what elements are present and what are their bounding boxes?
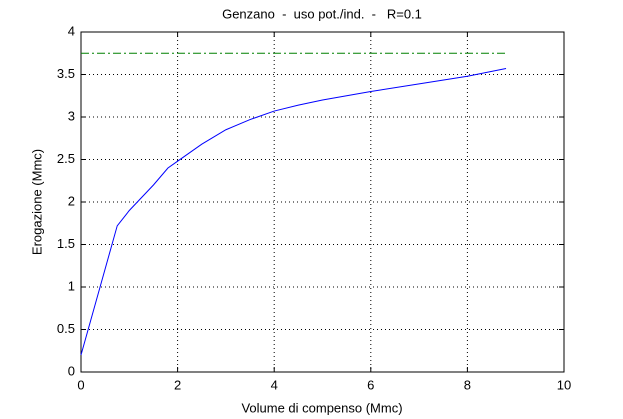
y-tick-label: 0.5 bbox=[57, 321, 75, 336]
x-tick-label: 8 bbox=[464, 377, 471, 392]
y-tick-label: 3.5 bbox=[57, 66, 75, 81]
x-tick-label: 10 bbox=[557, 377, 571, 392]
x-tick-label: 6 bbox=[367, 377, 374, 392]
x-axis-label: Volume di compenso (Mmc) bbox=[241, 400, 402, 415]
y-tick-label: 0 bbox=[68, 363, 75, 378]
y-tick-label: 1.5 bbox=[57, 236, 75, 251]
x-tick-label: 2 bbox=[174, 377, 181, 392]
y-tick-label: 3 bbox=[68, 108, 75, 123]
y-tick-label: 2.5 bbox=[57, 151, 75, 166]
x-tick-label: 4 bbox=[271, 377, 278, 392]
series-line bbox=[80, 68, 507, 356]
y-tick-label: 4 bbox=[68, 23, 75, 38]
plot-frame bbox=[80, 31, 565, 373]
y-tick-label: 1 bbox=[68, 278, 75, 293]
y-axis-label: Erogazione (Mmc) bbox=[29, 149, 44, 255]
y-tick-label: 2 bbox=[68, 193, 75, 208]
x-tick-label: 0 bbox=[77, 377, 84, 392]
chart-title: Genzano - uso pot./ind. - R=0.1 bbox=[222, 6, 422, 21]
